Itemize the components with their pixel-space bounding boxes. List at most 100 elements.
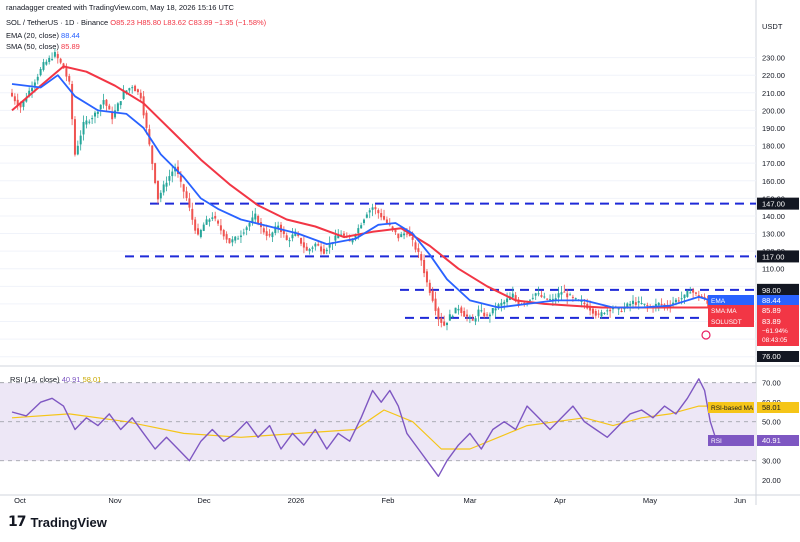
candle-body — [591, 308, 594, 314]
candle-body — [700, 296, 703, 298]
candle-body — [311, 247, 314, 249]
candle-body — [248, 223, 251, 227]
price-tick-label: 140.00 — [762, 212, 785, 221]
price-tick-label: 160.00 — [762, 177, 785, 186]
level-tag-147.00 — [757, 197, 799, 210]
candle-body — [205, 219, 208, 225]
candle-body — [328, 243, 331, 248]
candle-body — [211, 217, 214, 219]
candle-body — [71, 83, 74, 120]
alert-icon — [701, 330, 711, 340]
candle-body — [589, 306, 592, 311]
candle-body — [188, 198, 191, 208]
candle-body — [159, 192, 162, 199]
candle-body — [145, 112, 148, 128]
price-tag-name-bg — [708, 316, 754, 327]
candle-body — [569, 294, 572, 296]
level-tag-76 — [757, 351, 799, 362]
tradingview-brand: TradingView — [30, 514, 107, 530]
candle-body — [692, 289, 695, 293]
candle-body — [214, 215, 217, 219]
candle-body — [271, 232, 274, 238]
price-tag-value: 88.44 — [762, 296, 781, 305]
candle-body — [660, 303, 663, 305]
time-tick-label: May — [643, 496, 657, 505]
candle-body — [620, 310, 623, 312]
candle-body — [28, 90, 31, 97]
candle-body — [706, 300, 709, 304]
candle-body — [477, 309, 480, 317]
candle-body — [268, 234, 271, 236]
rsi-tick-label: 50.00 — [762, 418, 781, 427]
price-tag-name-bg — [708, 295, 754, 306]
candle-body — [423, 259, 426, 274]
candle-body — [136, 89, 139, 93]
rsi-ma-legend-value: 58.01 — [82, 375, 102, 384]
candle-body — [362, 219, 366, 223]
rsi-legend-label: RSI (14, close) — [10, 375, 60, 384]
candle-body — [305, 246, 308, 251]
candle-body — [22, 100, 25, 107]
candle-body — [88, 121, 91, 123]
candle-body — [154, 163, 157, 183]
candle-body — [68, 76, 71, 82]
candle-body — [194, 219, 197, 231]
candle-body — [445, 322, 448, 326]
candle-body — [237, 238, 240, 240]
price-tag-extra-bg — [757, 326, 799, 346]
candle-body — [219, 225, 222, 231]
candle-body — [105, 99, 108, 106]
candle-body — [365, 214, 368, 218]
candle-body — [320, 246, 323, 252]
rsi-tag-name: RSI-based MA — [711, 405, 754, 412]
tradingview-logo-icon: 17 — [8, 514, 27, 530]
candle-body — [322, 248, 325, 254]
candle-body — [337, 235, 340, 239]
candle-body — [394, 230, 397, 233]
candle-body — [663, 304, 666, 306]
price-tick-label: 220.00 — [762, 71, 785, 80]
tradingview-footer[interactable]: 17 TradingView — [8, 514, 107, 530]
candle-body — [134, 85, 137, 92]
ema-legend-label: EMA (20, close) — [6, 31, 59, 40]
level-label-147.00: 147.00 — [762, 200, 785, 209]
candle-body — [657, 302, 660, 306]
rsi-tick-label: 70.00 — [762, 379, 781, 388]
candle-body — [560, 292, 563, 295]
candle-body — [19, 103, 22, 108]
candle-body — [646, 305, 649, 307]
candle-body — [674, 299, 677, 303]
candle-body — [317, 244, 320, 246]
candle-body — [285, 235, 288, 241]
price-tag-change: −61.94% — [762, 328, 788, 335]
candle-body — [637, 301, 640, 303]
price-tag-value-bg — [757, 316, 799, 327]
candle-body — [580, 300, 583, 302]
candle-body — [208, 219, 211, 222]
price-tag-value: 83.89 — [762, 317, 781, 326]
candle-body — [99, 104, 102, 110]
candle-body — [443, 321, 446, 326]
candle-body — [654, 304, 657, 307]
candle-body — [171, 171, 174, 177]
candle-body — [483, 312, 486, 317]
candle-body — [308, 248, 311, 252]
candle-body — [400, 234, 403, 238]
candle-body — [128, 88, 131, 91]
candle-body — [82, 121, 85, 135]
candle-body — [471, 319, 474, 321]
candle-body — [119, 101, 122, 106]
candle-body — [59, 58, 62, 63]
sma-legend: SMA (50, close) 85.89 — [6, 42, 80, 51]
candle-body — [96, 111, 99, 114]
candle-body — [626, 303, 629, 308]
candle-body — [53, 52, 56, 57]
candle-body — [468, 316, 471, 318]
candle-body — [511, 293, 514, 298]
candle-body — [689, 292, 692, 294]
candle-body — [374, 207, 377, 210]
candle-body — [391, 226, 394, 229]
candle-body — [73, 119, 76, 155]
candle-body — [680, 298, 683, 300]
